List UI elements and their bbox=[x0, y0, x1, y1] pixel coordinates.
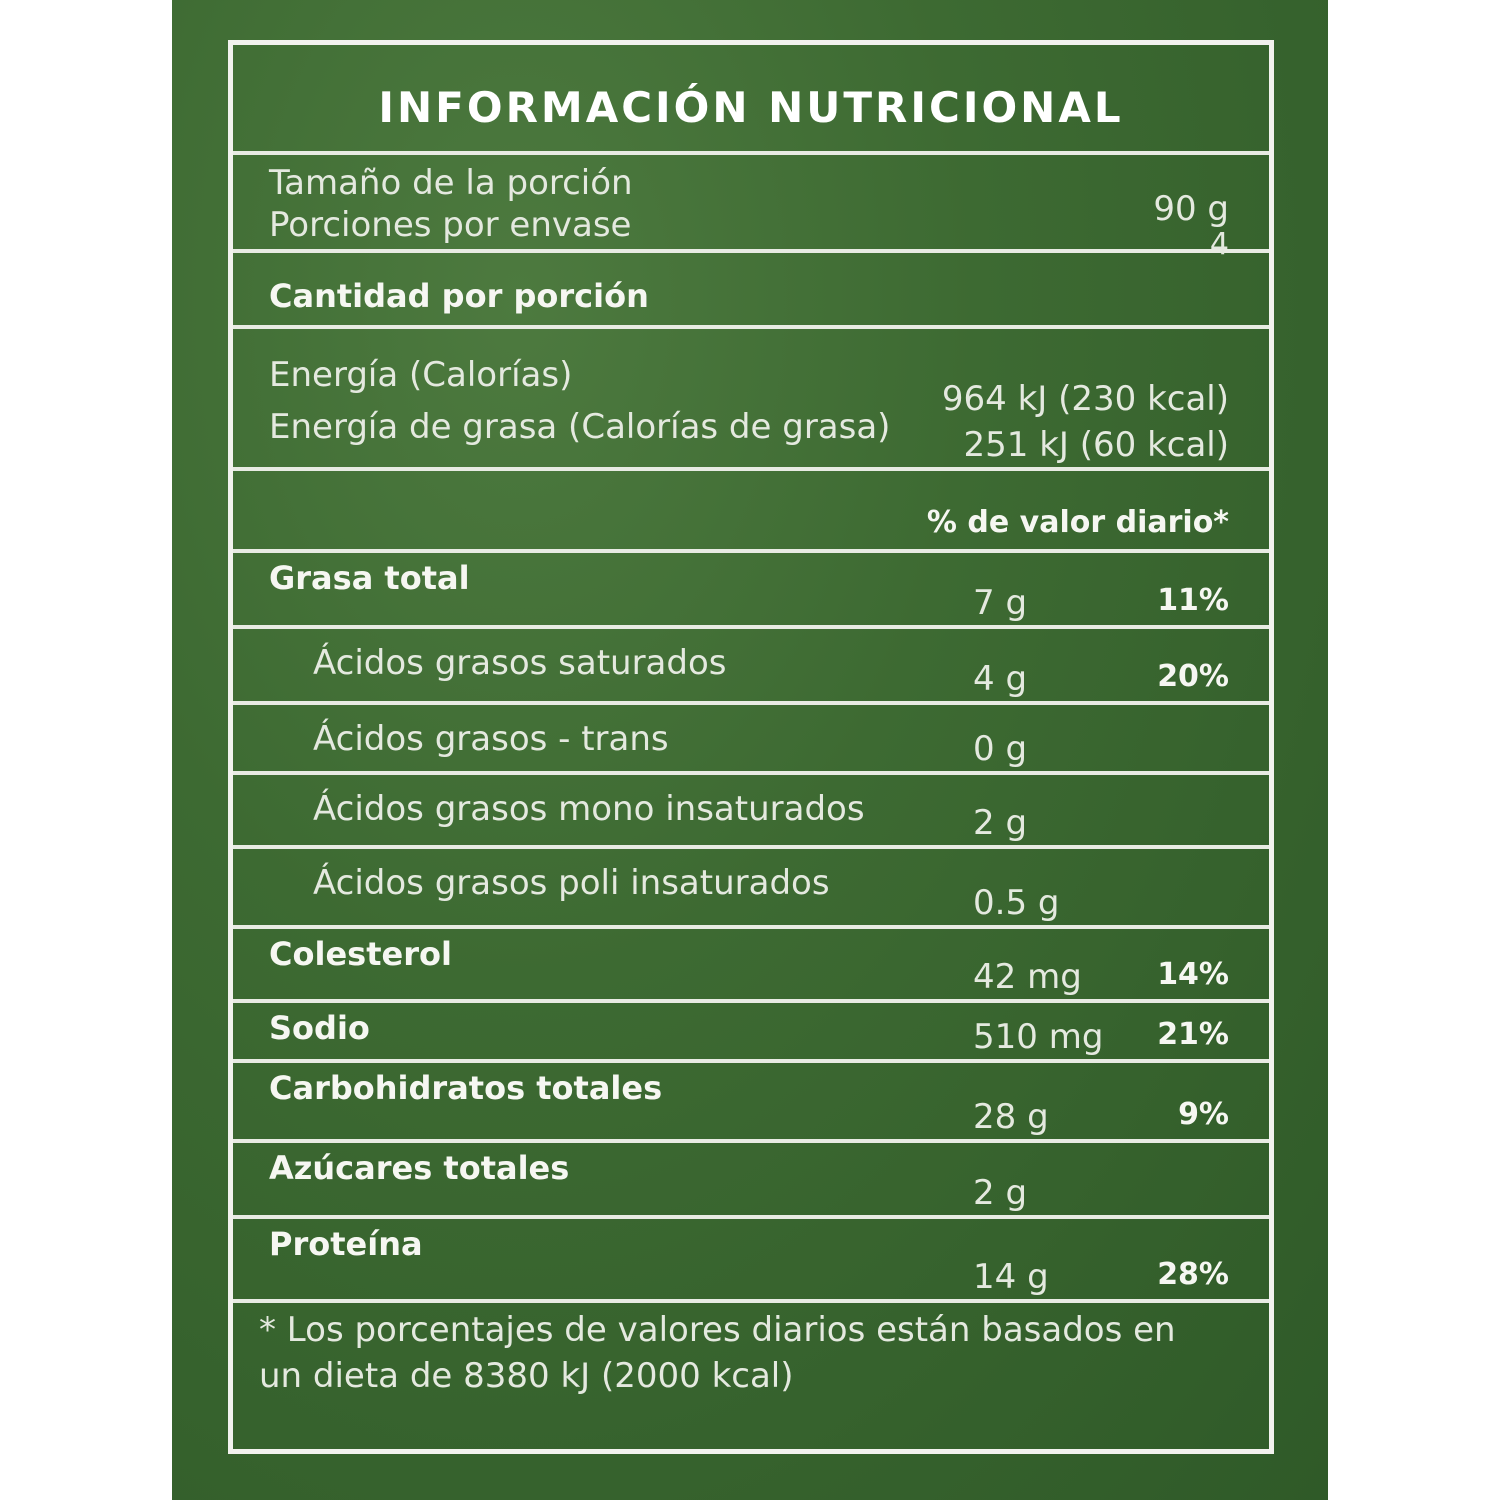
nutrient-label: Ácidos grasos saturados bbox=[313, 643, 727, 683]
fat-energy-label: Energía de grasa (Calorías de grasa) bbox=[269, 407, 891, 447]
nutrient-amount: 0.5 g bbox=[973, 883, 1060, 923]
nutrient-row: Azúcares totales 2 g bbox=[233, 1143, 1269, 1219]
nutrient-row: Colesterol 42 mg 14% bbox=[233, 929, 1269, 1003]
nutrient-label: Azúcares totales bbox=[269, 1149, 570, 1187]
nutrient-row: Carbohidratos totales 28 g 9% bbox=[233, 1063, 1269, 1143]
serving-size-value: 90 g bbox=[1153, 189, 1229, 229]
energy-row: Energía (Calorías) 964 kJ (230 kcal) Ene… bbox=[233, 329, 1269, 471]
nutrient-label: Ácidos grasos poli insaturados bbox=[313, 863, 830, 903]
nutrient-row: Ácidos grasos - trans 0 g bbox=[233, 705, 1269, 775]
nutrient-label: Sodio bbox=[269, 1009, 370, 1047]
servings-value: 4 bbox=[1209, 227, 1229, 262]
nutrient-row: Sodio 510 mg 21% bbox=[233, 1003, 1269, 1063]
nutrient-label: Grasa total bbox=[269, 559, 470, 597]
dv-header-row: % de valor diario* bbox=[233, 471, 1269, 553]
nutrient-amount: 0 g bbox=[973, 729, 1028, 769]
package-background: INFORMACIÓN NUTRICIONAL Tamaño de la por… bbox=[172, 0, 1328, 1500]
nutrient-row: Proteína 14 g 28% bbox=[233, 1219, 1269, 1303]
nutrient-dv: 11% bbox=[1157, 583, 1229, 618]
nutrient-amount: 28 g bbox=[973, 1097, 1049, 1137]
nutrient-label: Carbohidratos totales bbox=[269, 1069, 663, 1107]
nutrient-label: Proteína bbox=[269, 1225, 423, 1263]
nutrient-label: Colesterol bbox=[269, 935, 452, 973]
nutrient-amount: 2 g bbox=[973, 1173, 1028, 1213]
nutrient-row: Grasa total 7 g 11% bbox=[233, 553, 1269, 629]
nutrient-amount: 2 g bbox=[973, 803, 1028, 843]
nutrient-row: Ácidos grasos mono insaturados 2 g bbox=[233, 775, 1269, 849]
nutrient-amount: 42 mg bbox=[973, 957, 1082, 997]
footnote: * Los porcentajes de valores diarios est… bbox=[259, 1310, 1176, 1396]
amount-header: Cantidad por porción bbox=[269, 277, 649, 315]
title-row: INFORMACIÓN NUTRICIONAL bbox=[233, 45, 1269, 155]
nutrition-facts-panel: INFORMACIÓN NUTRICIONAL Tamaño de la por… bbox=[228, 40, 1274, 1454]
serving-row: Tamaño de la porción 90 g Porciones por … bbox=[233, 155, 1269, 262]
energy-label: Energía (Calorías) bbox=[269, 355, 573, 395]
nutrient-amount: 4 g bbox=[973, 659, 1028, 699]
nutrient-dv: 9% bbox=[1178, 1097, 1229, 1132]
nutrient-row: Ácidos grasos poli insaturados 0.5 g bbox=[233, 849, 1269, 929]
servings-label: Porciones por envase bbox=[269, 205, 632, 245]
energy-value: 964 kJ (230 kcal) bbox=[941, 379, 1229, 419]
nutrient-dv: 21% bbox=[1157, 1017, 1229, 1052]
nutrient-dv: 20% bbox=[1157, 659, 1229, 694]
dv-header: % de valor diario* bbox=[926, 505, 1229, 540]
amount-row: Cantidad por porción bbox=[233, 253, 1269, 329]
nutrient-label: Ácidos grasos - trans bbox=[313, 719, 669, 759]
nutrient-amount: 7 g bbox=[973, 583, 1028, 623]
serving-size-label: Tamaño de la porción bbox=[269, 163, 633, 203]
nutrient-amount: 510 mg bbox=[973, 1017, 1104, 1057]
nutrient-label: Ácidos grasos mono insaturados bbox=[313, 789, 865, 829]
panel-title: INFORMACIÓN NUTRICIONAL bbox=[378, 83, 1124, 132]
fat-energy-value: 251 kJ (60 kcal) bbox=[963, 425, 1230, 465]
nutrient-dv: 14% bbox=[1157, 957, 1229, 992]
nutrient-amount: 14 g bbox=[973, 1257, 1049, 1297]
nutrient-dv: 28% bbox=[1157, 1257, 1229, 1292]
nutrient-row: Ácidos grasos saturados 4 g 20% bbox=[233, 629, 1269, 705]
